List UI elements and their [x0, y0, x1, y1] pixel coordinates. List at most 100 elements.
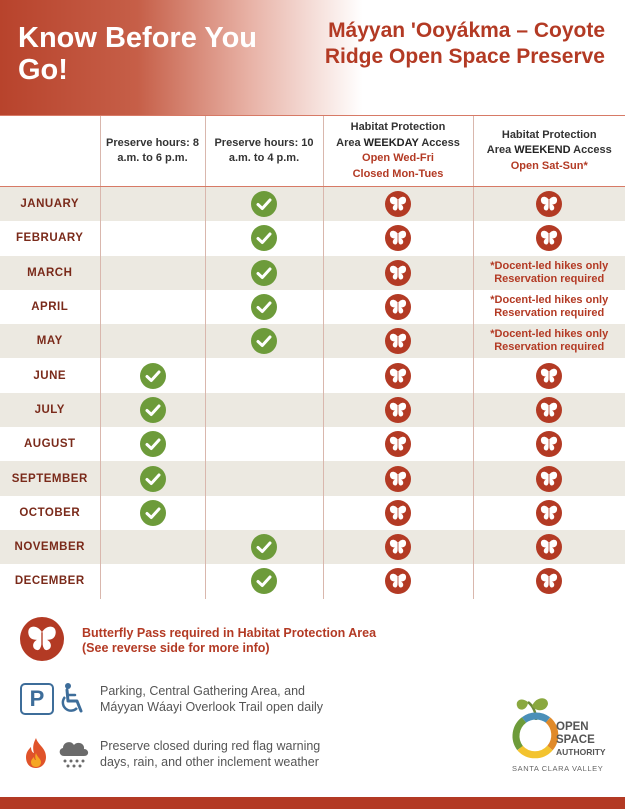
- month-label: SEPTEMBER: [0, 461, 100, 496]
- butterfly-icon: [536, 191, 563, 218]
- rain-cloud-icon: [56, 736, 92, 775]
- weekend-access-cell: [472, 495, 625, 530]
- butterfly-icon: [536, 396, 563, 423]
- butterfly-icon: [385, 499, 411, 526]
- note-line: *Docent-led hikes only: [490, 294, 609, 307]
- table-row: FEBRUARY: [0, 221, 625, 256]
- butterfly-icon: [536, 465, 563, 492]
- weekend-note: *Docent-led hikes only Reservation requir…: [474, 328, 625, 354]
- hours-8-6-cell: [99, 427, 205, 462]
- weekend-access-cell: *Docent-led hikes only Reservation requir…: [472, 324, 625, 359]
- hours-8-6-cell: [99, 495, 205, 530]
- month-label: OCTOBER: [19, 506, 81, 519]
- weekend-access-cell: [472, 427, 625, 462]
- weekday-access-cell: [322, 564, 473, 599]
- weekday-access-cell: [322, 221, 473, 256]
- weekend-access-cell: [472, 461, 625, 496]
- hours-10-4-cell: [204, 221, 323, 256]
- butterfly-icon: [536, 499, 563, 526]
- header-text: Habitat Protection: [350, 121, 446, 133]
- hours-10-4-cell: [204, 529, 323, 565]
- weekend-access-cell: [472, 221, 625, 256]
- header-emphasis: WEEKDAY: [363, 136, 419, 149]
- column-header-hours-10-4: Preserve hours: 10 a.m. to 4 p.m.: [204, 115, 323, 187]
- header-text: Habitat Protection: [501, 128, 597, 141]
- hours-10-4-cell: [204, 564, 323, 599]
- page-title: Know Before You Go!: [18, 22, 257, 86]
- legend-closed-text: Preserve closed during red flag warning …: [100, 739, 400, 770]
- hours-8-6-cell: [99, 358, 205, 393]
- butterfly-icon: [536, 431, 563, 458]
- hours-8-6-cell: [99, 255, 205, 290]
- hours-10-4-cell: [204, 358, 323, 393]
- month-column-header: [0, 115, 100, 187]
- preserve-name: Máyyan 'Ooyákma – Coyote Ridge Open Spac…: [324, 19, 605, 68]
- weekend-access-cell: [472, 529, 625, 565]
- table-row: AUGUST: [0, 427, 625, 462]
- logo-line: AUTHORITY: [556, 747, 606, 757]
- month-label: APRIL: [31, 301, 69, 314]
- checkmark-icon: [139, 396, 166, 423]
- month-label: MAY: [0, 324, 100, 359]
- month-label: DECEMBER: [14, 575, 85, 588]
- hours-8-6-cell: [99, 529, 205, 565]
- footer-bar: [0, 797, 625, 809]
- hours-8-6-cell: [99, 289, 205, 325]
- weekday-open-days: Open Wed-Fri: [362, 152, 434, 164]
- weekday-access-cell: [322, 529, 473, 565]
- butterfly-icon: [385, 396, 411, 423]
- hours-10-4-cell: [204, 186, 323, 222]
- month-label: JANUARY: [0, 186, 100, 222]
- column-header-weekday-access: Habitat Protection Area WEEKDAY Access O…: [322, 115, 473, 187]
- butterfly-icon: [385, 431, 411, 458]
- butterfly-icon: [385, 225, 411, 252]
- checkmark-icon: [251, 191, 277, 218]
- weekend-access-cell: *Docent-led hikes only Reservation requir…: [472, 289, 625, 325]
- legend-line: Máyyan Wáayi Overlook Trail open daily: [100, 699, 324, 714]
- month-label: MARCH: [0, 255, 100, 290]
- legend-line: Parking, Central Gathering Area, and: [100, 684, 305, 698]
- hours-8-6-cell: [99, 221, 205, 256]
- weekend-note: *Docent-led hikes only Reservation requir…: [474, 260, 625, 286]
- table-row: APRIL *Docent-led hikes only Reservation r…: [0, 289, 625, 325]
- checkmark-icon: [139, 431, 166, 458]
- fire-icon: [22, 736, 50, 775]
- legend-line: Preserve closed during red flag warning: [100, 739, 321, 753]
- open-space-authority-logo: [506, 690, 614, 770]
- table-row: JULY: [0, 392, 625, 428]
- hours-8-6-cell: [99, 324, 205, 359]
- butterfly-icon: [536, 568, 563, 595]
- table-row: JUNE: [0, 358, 625, 393]
- legend-line: (See reverse side for more info): [82, 641, 270, 655]
- weekend-open-days: Open Sat-Sun*: [510, 159, 588, 172]
- header-text: Area: [486, 144, 515, 157]
- hours-10-4-cell: [204, 289, 323, 325]
- weekday-access-cell: [322, 324, 473, 359]
- weekday-access-cell: [322, 461, 473, 496]
- table-row: NOVEMBER: [0, 529, 625, 565]
- weekday-access-cell: [322, 358, 473, 393]
- butterfly-icon: [536, 362, 563, 389]
- butterfly-icon: [385, 362, 411, 389]
- note-line: *Docent-led hikes only: [490, 259, 609, 272]
- weekend-note: *Docent-led hikes only Reservation requir…: [474, 294, 625, 320]
- hours-8-6-cell: [99, 461, 205, 496]
- logo-line: SPACE: [556, 733, 595, 746]
- butterfly-icon: [385, 294, 411, 321]
- header-text: Area: [336, 136, 364, 149]
- butterfly-icon: [385, 191, 411, 218]
- legend-butterfly-text: Butterfly Pass required in Habitat Prote…: [82, 626, 422, 656]
- legend-line: days, rain, and other inclement weather: [100, 754, 319, 769]
- logo-wordmark: OPEN SPACE AUTHORITY: [556, 721, 606, 759]
- month-label: NOVEMBER: [0, 529, 100, 565]
- hours-10-4-cell: [204, 427, 323, 462]
- butterfly-icon: [385, 568, 411, 595]
- hours-10-4-cell: [204, 324, 323, 359]
- column-header-weekend-access: Habitat Protection Area WEEKEND Access O…: [472, 115, 625, 187]
- table-row: DECEMBER: [0, 564, 625, 599]
- accessibility-icon: [58, 682, 88, 721]
- butterfly-icon: [385, 259, 411, 286]
- hours-10-4-cell: [204, 495, 323, 530]
- legend-line: Butterfly Pass required in Habitat Prote…: [82, 626, 377, 640]
- header-emphasis: WEEKEND: [514, 144, 571, 157]
